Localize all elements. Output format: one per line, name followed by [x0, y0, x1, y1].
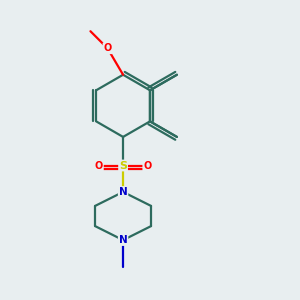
Text: O: O: [143, 160, 152, 170]
Text: O: O: [103, 43, 112, 53]
Text: N: N: [119, 187, 128, 197]
Text: S: S: [119, 160, 127, 170]
Text: O: O: [95, 160, 103, 170]
Text: N: N: [119, 235, 128, 245]
